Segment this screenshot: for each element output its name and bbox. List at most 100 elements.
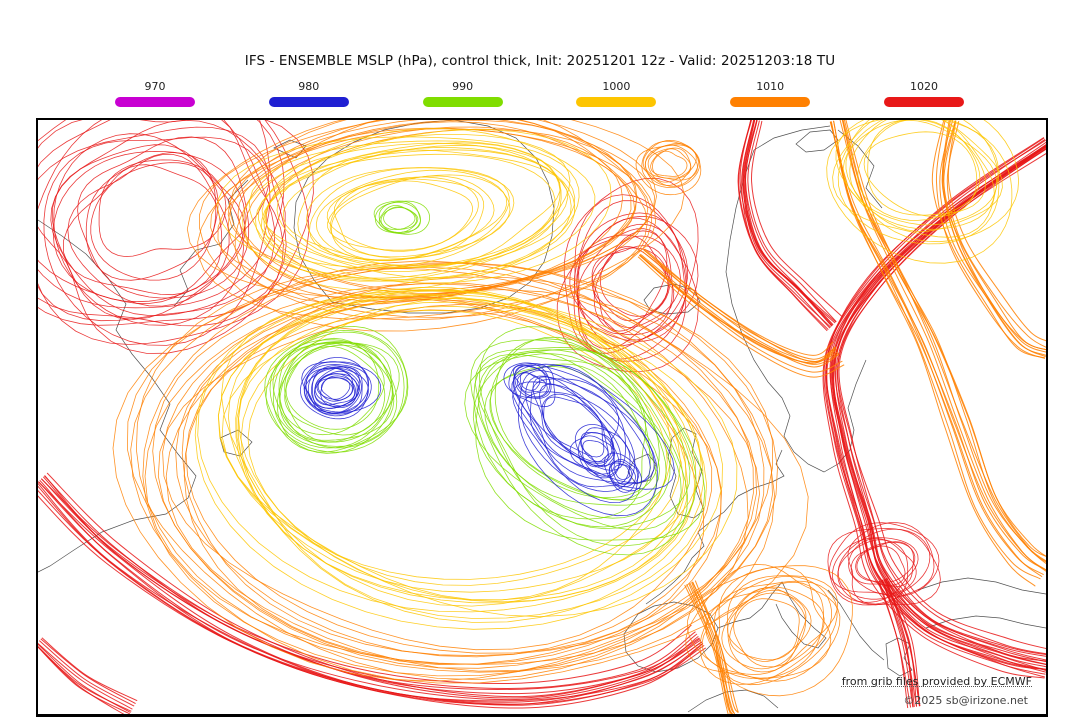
isobar-member xyxy=(582,440,609,463)
legend-color-bar xyxy=(883,97,964,107)
isobar-member xyxy=(639,254,843,373)
isobar-member xyxy=(255,149,576,281)
isobar-member xyxy=(518,370,658,517)
isobar-member xyxy=(644,144,697,186)
isobar-member xyxy=(580,435,615,468)
pressure-legend: 970 980 990 1000 1010 1020 xyxy=(115,80,964,107)
legend-color-bar xyxy=(268,97,349,107)
isobar-member xyxy=(40,478,698,699)
legend-item-970: 970 xyxy=(115,80,195,107)
isobar-member xyxy=(285,341,380,430)
contour-level-1020 xyxy=(38,120,1046,714)
isobar-member xyxy=(112,262,773,682)
isobar-member xyxy=(305,361,382,414)
isobar-member xyxy=(520,391,636,493)
isobar-member xyxy=(563,177,699,354)
isobar-member xyxy=(38,120,314,327)
isobar-member xyxy=(42,476,700,690)
isobar-member xyxy=(98,159,227,258)
isobar-member xyxy=(217,120,685,321)
isobar-member xyxy=(685,563,841,682)
isobar-member xyxy=(284,337,393,443)
isobar-member xyxy=(688,583,734,714)
isobar-member xyxy=(282,147,561,268)
isobar-member xyxy=(317,373,354,402)
legend-color-bar xyxy=(730,97,811,107)
isobar-member xyxy=(309,167,510,261)
isobar-member xyxy=(312,365,362,414)
isobar-member xyxy=(614,464,631,480)
coastline xyxy=(643,283,701,315)
isobar-member xyxy=(264,325,409,453)
isobar-member xyxy=(126,262,778,681)
coastline xyxy=(173,179,249,307)
legend-item-1020: 1020 xyxy=(883,80,964,107)
isobar-member xyxy=(217,293,738,618)
isobar-member xyxy=(511,364,651,485)
isobar-member xyxy=(272,341,400,449)
copyright-text[interactable]: ©2025 sb@irizone.net xyxy=(903,694,1028,707)
isobar-member xyxy=(845,120,1046,563)
isobar-member xyxy=(194,293,723,630)
isobar-member xyxy=(849,120,995,230)
isobar-member xyxy=(603,452,643,492)
isobar-member xyxy=(50,120,286,316)
isobar-member xyxy=(644,248,836,363)
isobar-member xyxy=(242,142,572,291)
isobar-member xyxy=(38,120,285,309)
isobar-member xyxy=(40,478,692,685)
isobar-member xyxy=(516,372,548,398)
isobar-member xyxy=(687,566,832,680)
isobar-member xyxy=(729,598,800,661)
isobar-member xyxy=(157,303,761,666)
isobar-member xyxy=(508,363,556,408)
data-credit-link[interactable]: from grib files provided by ECMWF xyxy=(841,675,1032,688)
isobar-member xyxy=(152,283,757,669)
coastline xyxy=(38,219,197,573)
isobar-member xyxy=(721,587,807,670)
isobar-member xyxy=(512,363,675,490)
isobar-member xyxy=(38,643,131,713)
isobar-member xyxy=(305,366,363,413)
isobar-member xyxy=(684,584,729,714)
isobar-member xyxy=(41,637,138,702)
isobar-member xyxy=(374,200,430,235)
isobar-member xyxy=(249,140,562,282)
isobar-member xyxy=(40,638,136,705)
legend-item-990: 990 xyxy=(422,80,503,107)
isobar-member xyxy=(260,134,571,269)
legend-label: 1020 xyxy=(909,80,938,93)
isobar-member xyxy=(845,120,1003,232)
isobar-member xyxy=(835,120,1020,243)
isobar-member xyxy=(39,479,705,702)
isobar-member xyxy=(635,143,702,196)
isobar-member xyxy=(943,120,1046,353)
isobar-member xyxy=(699,575,833,685)
isobar-member xyxy=(503,362,551,399)
isobar-member xyxy=(826,120,1013,264)
coastline xyxy=(753,125,831,151)
legend-label: 990 xyxy=(452,80,474,93)
isobar-member xyxy=(727,589,812,662)
isobar-member xyxy=(692,581,739,713)
isobar-member xyxy=(686,583,731,714)
isobar-member xyxy=(464,353,682,531)
isobar-member xyxy=(470,339,688,556)
isobar-member xyxy=(315,169,508,262)
isobar-member xyxy=(90,162,219,281)
isobar-member xyxy=(638,254,840,368)
isobar-member xyxy=(569,427,631,485)
isobar-member xyxy=(284,346,386,436)
coastline xyxy=(795,129,839,153)
isobar-member xyxy=(43,475,696,689)
isobar-member xyxy=(227,120,657,295)
isobar-member xyxy=(278,329,408,449)
isobar-member xyxy=(307,367,360,409)
isobar-member xyxy=(608,458,640,493)
isobar-member xyxy=(227,289,704,623)
isobar-member xyxy=(38,495,707,705)
isobar-member xyxy=(162,295,713,651)
isobar-member xyxy=(38,120,310,345)
isobar-member xyxy=(38,489,704,706)
isobar-member xyxy=(240,305,672,580)
